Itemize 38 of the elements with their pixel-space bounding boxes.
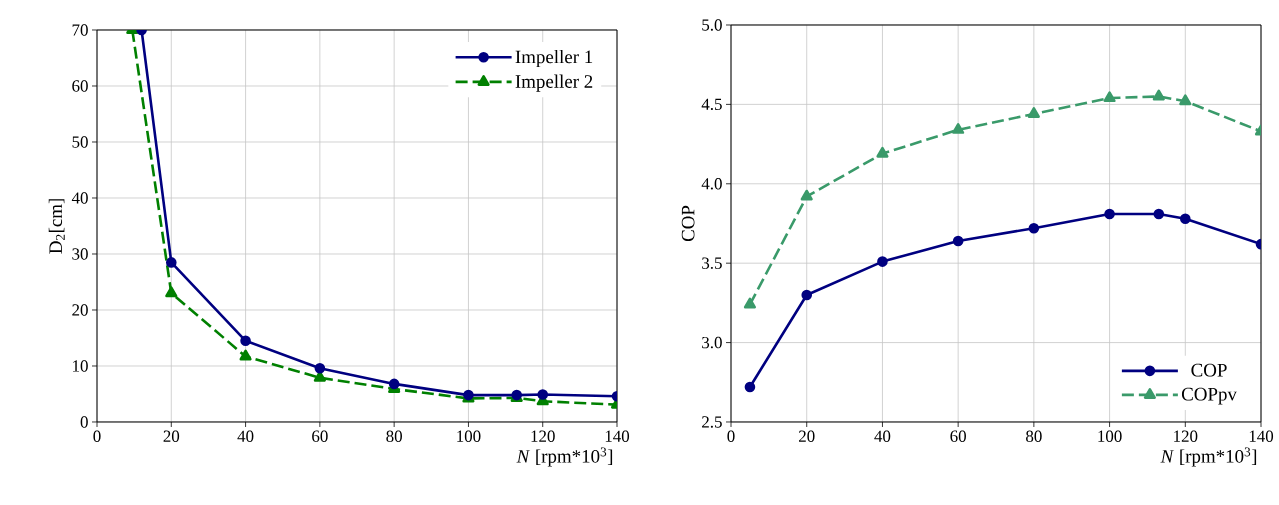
x-tick-label: 140 [1249,430,1274,442]
y-tick-label: 3.0 [702,336,722,349]
y-tick-label: 30 [72,248,88,260]
y-axis-title: D$_{2}$[cm] [48,199,65,254]
x-tick-label: 20 [799,430,815,442]
legend-label: COP [1191,363,1227,377]
y-tick-label: 20 [72,304,88,316]
y-tick-label: 10 [73,360,88,372]
y-tick-label: 2.5 [702,416,722,428]
x-tick-label: 140 [605,430,630,442]
x-tick-label: 120 [531,430,555,442]
y-tick-label: 4.5 [701,98,722,111]
y-tick-label: 40 [71,192,88,204]
x-tick-label: 40 [237,430,254,442]
x-tick-label: 20 [163,430,180,442]
x-tick-label: 60 [312,430,328,442]
legend-label: COPpv [1181,387,1237,405]
x-tick-label: 80 [386,430,402,442]
y-tick-label: 5.0 [702,19,722,31]
x-axis-title: N [rpm*10$^{3}$] [1160,447,1257,467]
x-tick-label: 0 [93,430,101,442]
legend-label: Impeller 1 [515,49,593,68]
legend-label: Impeller 2 [515,74,593,92]
x-tick-label: 120 [1174,430,1198,442]
x-tick-label: 40 [874,430,891,442]
x-tick-label: 80 [1026,430,1042,442]
y-axis-title: COP [681,205,695,242]
x-tick-label: 100 [1098,430,1122,442]
x-tick-label: 0 [727,430,735,442]
y-tick-label: 60 [72,80,88,92]
x-tick-label: 60 [950,430,966,442]
x-tick-label: 100 [457,430,481,442]
y-tick-label: 50 [72,136,88,148]
y-tick-label: 4.0 [701,178,722,190]
y-tick-label: 0 [80,416,88,428]
x-axis-title: N [rpm*10$^{3}$] [516,447,613,467]
y-tick-label: 70 [72,24,88,36]
y-tick-label: 3.5 [702,257,722,269]
